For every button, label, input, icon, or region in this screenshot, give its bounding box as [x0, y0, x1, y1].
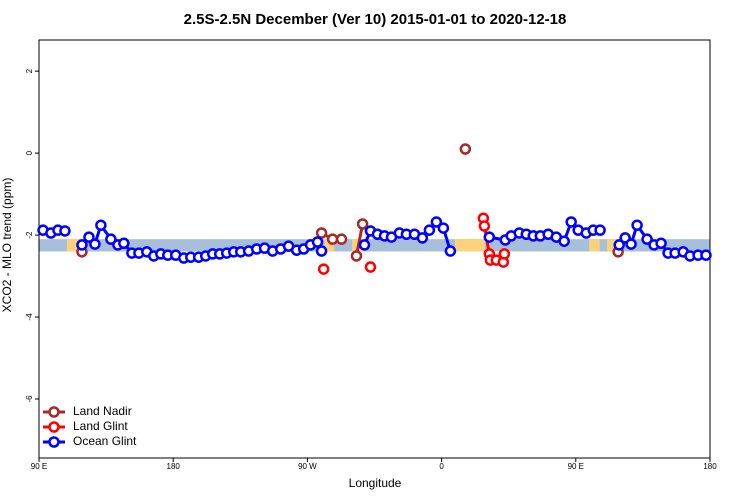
data-point	[364, 261, 377, 273]
land-span	[352, 239, 363, 252]
y-axis-label: XCO2 - MLO trend (ppm)	[0, 178, 14, 313]
data-point	[326, 233, 339, 245]
land-span	[67, 239, 81, 252]
data-point	[444, 245, 457, 257]
land-span	[607, 239, 617, 252]
data-point	[350, 250, 363, 262]
data-point	[437, 222, 450, 234]
data-point	[631, 219, 643, 231]
data-point	[59, 225, 71, 237]
data-point	[423, 224, 436, 236]
data-point	[315, 227, 328, 239]
legend-label: Land Nadir	[73, 404, 132, 418]
data-point	[89, 238, 101, 250]
x-tick-label: 90 E	[568, 462, 584, 471]
data-point	[483, 231, 496, 243]
x-tick-label: 180	[167, 462, 181, 471]
data-point	[625, 238, 637, 250]
data-point	[358, 239, 371, 251]
land-span	[455, 239, 485, 252]
y-tick-label: -2	[25, 231, 34, 239]
data-point	[317, 263, 330, 275]
legend-label: Land Glint	[73, 419, 128, 433]
x-tick-label: 0	[439, 462, 444, 471]
y-tick-label: -4	[25, 313, 34, 321]
data-point	[700, 249, 712, 261]
x-tick-label: 180	[703, 462, 717, 471]
data-point	[594, 224, 606, 236]
data-point	[655, 237, 667, 250]
data-point	[315, 245, 328, 257]
data-point	[335, 233, 348, 245]
x-tick-label: 90 E	[31, 462, 47, 471]
x-axis-label: Longitude	[349, 476, 402, 490]
chart-title: 2.5S-2.5N December (Ver 10) 2015-01-01 t…	[184, 11, 567, 28]
data-point	[118, 237, 130, 250]
data-point	[105, 233, 117, 245]
legend-label: Ocean Glint	[73, 434, 137, 448]
data-point	[565, 216, 577, 228]
data-point	[416, 232, 429, 244]
data-point	[430, 216, 443, 228]
data-point	[83, 231, 95, 243]
land-span	[324, 239, 335, 252]
data-point	[498, 248, 511, 260]
y-tick-label: 2	[25, 68, 34, 73]
data-point	[613, 239, 625, 251]
data-point	[459, 143, 472, 155]
data-point	[356, 218, 369, 230]
data-point	[311, 236, 324, 248]
y-tick-label: -6	[25, 395, 34, 403]
legend-marker	[48, 406, 60, 418]
plot-frame	[38, 39, 711, 459]
data-point	[76, 239, 88, 251]
land-span	[589, 239, 600, 252]
y-tick-label: 0	[25, 150, 34, 155]
data-point	[558, 235, 570, 247]
data-point	[641, 233, 653, 245]
x-tick-label: 90 W	[298, 462, 317, 471]
data-point	[95, 219, 107, 231]
data-point	[478, 220, 491, 232]
reference-band	[39, 239, 710, 252]
legend-marker	[48, 421, 60, 433]
legend-marker	[48, 436, 60, 448]
